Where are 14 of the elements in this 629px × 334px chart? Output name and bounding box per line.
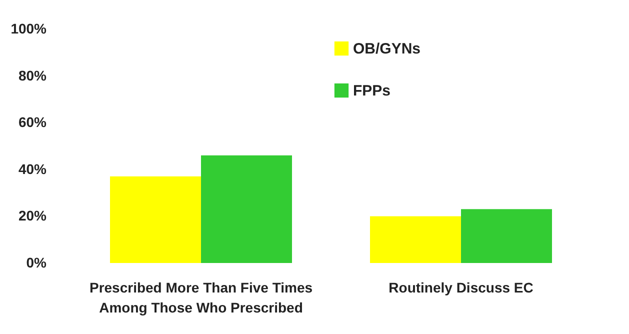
- x-tick-label: Prescribed More Than Five Times Among Those Who Prescribed: [89, 280, 313, 316]
- y-tick-label: 60%: [18, 114, 48, 130]
- y-tick-label: 100%: [10, 20, 48, 36]
- legend-label: FPPs: [353, 82, 391, 100]
- bar: [201, 155, 292, 263]
- y-tick-label: 0%: [26, 254, 48, 270]
- y-tick-label: 40%: [18, 160, 48, 177]
- bar: [110, 176, 201, 263]
- x-tick-label: Routinely Discuss EC: [388, 280, 534, 296]
- y-tick-label: 80%: [18, 67, 48, 84]
- y-tick-label: 20%: [18, 208, 48, 224]
- legend-label: OB/GYNs: [353, 40, 421, 58]
- bar: [461, 209, 552, 263]
- bar: [370, 216, 461, 263]
